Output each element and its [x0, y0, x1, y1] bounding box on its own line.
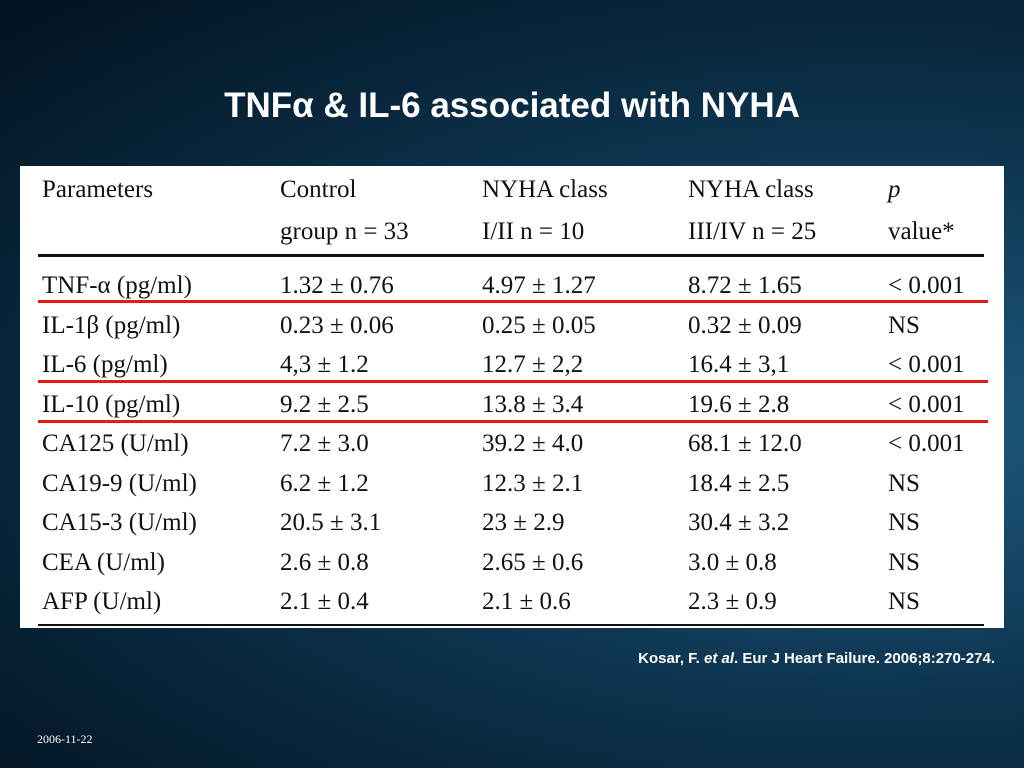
- header-cell: p: [888, 176, 901, 203]
- table-cell: < 0.001: [888, 430, 965, 457]
- table-cell: 68.1 ± 12.0: [688, 430, 802, 457]
- table-cell: 2.3 ± 0.9: [688, 588, 777, 615]
- header-cell: I/II n = 10: [482, 218, 585, 245]
- row-label: AFP (U/ml): [42, 588, 162, 615]
- table-cell: 20.5 ± 3.1: [280, 509, 382, 536]
- row-label: CEA (U/ml): [42, 548, 165, 576]
- table-cell: NS: [888, 311, 920, 339]
- table-cell: 6.2 ± 1.2: [280, 469, 369, 497]
- header-cell: NYHA class: [482, 176, 608, 203]
- table-cell: 0.25 ± 0.05: [482, 311, 596, 339]
- row-label: IL-6 (pg/ml): [42, 351, 168, 378]
- table-cell: 2.65 ± 0.6: [482, 548, 584, 576]
- table-cell: 9.2 ± 2.5: [280, 390, 369, 418]
- table-cell: NS: [888, 509, 920, 536]
- table: Parameters Control group n = 33 NYHA class I…: [20, 166, 1004, 628]
- table-cell: 39.2 ± 4.0: [482, 430, 584, 457]
- table-cell: 19.6 ± 2.8: [688, 390, 790, 418]
- row-label: TNF-α (pg/ml): [42, 272, 192, 299]
- table-cell: 4,3 ± 1.2: [280, 351, 369, 378]
- table-cell: 3.0 ± 0.8: [688, 548, 777, 576]
- row-label: IL-10 (pg/ml): [42, 390, 181, 418]
- table-cell: 7.2 ± 3.0: [280, 430, 369, 457]
- table-cell: 0.23 ± 0.06: [280, 311, 394, 339]
- table-cell: 30.4 ± 3.2: [688, 509, 790, 536]
- table-cell: 2.1 ± 0.6: [482, 588, 571, 615]
- row-label: IL-1β (pg/ml): [42, 311, 181, 339]
- highlight-line: [38, 420, 988, 423]
- et-al: et al: [704, 650, 735, 667]
- header-cell: Parameters: [42, 176, 154, 203]
- table-cell: 12.3 ± 2.1: [482, 469, 584, 497]
- rule: [38, 624, 984, 626]
- author: Kosar, F.: [638, 650, 700, 667]
- highlight-line: [38, 380, 988, 383]
- table-cell: < 0.001: [888, 390, 965, 418]
- table-cell: < 0.001: [888, 351, 965, 378]
- highlight-line: [38, 300, 988, 303]
- source: . Eur J Heart Failure. 2006;8:270-274.: [734, 650, 995, 667]
- table-cell: NS: [888, 548, 920, 576]
- slide-title: TNFα & IL-6 associated with NYHA: [224, 86, 800, 125]
- table-cell: 0.32 ± 0.09: [688, 311, 802, 339]
- table-cell: < 0.001: [888, 272, 965, 299]
- row-label: CA19-9 (U/ml): [42, 469, 197, 497]
- header-cell: value*: [888, 218, 955, 245]
- table-cell: NS: [888, 469, 920, 497]
- table-cell: 23 ± 2.9: [482, 509, 565, 536]
- table-cell: 18.4 ± 2.5: [688, 469, 790, 497]
- table-cell: 8.72 ± 1.65: [688, 272, 802, 299]
- header-cell: group n = 33: [280, 218, 409, 245]
- table-cell: 1.32 ± 0.76: [280, 272, 394, 299]
- rule: [38, 254, 984, 257]
- row-label: CA15-3 (U/ml): [42, 509, 197, 536]
- row-label: CA125 (U/ml): [42, 430, 189, 457]
- citation: Kosar, F. et al. Eur J Heart Failure. 20…: [638, 650, 995, 667]
- header-cell: Control: [280, 176, 357, 203]
- table-cell: 2.1 ± 0.4: [280, 588, 369, 615]
- table-cell: 12.7 ± 2,2: [482, 351, 584, 378]
- header-cell: III/IV n = 25: [688, 218, 817, 245]
- table-cell: 13.8 ± 3.4: [482, 390, 584, 418]
- header-cell: NYHA class: [688, 176, 814, 203]
- table-cell: 4.97 ± 1.27: [482, 272, 596, 299]
- date: 2006-11-22: [37, 732, 93, 746]
- table-cell: NS: [888, 588, 920, 615]
- table-cell: 16.4 ± 3,1: [688, 351, 790, 378]
- table-cell: 2.6 ± 0.8: [280, 548, 369, 576]
